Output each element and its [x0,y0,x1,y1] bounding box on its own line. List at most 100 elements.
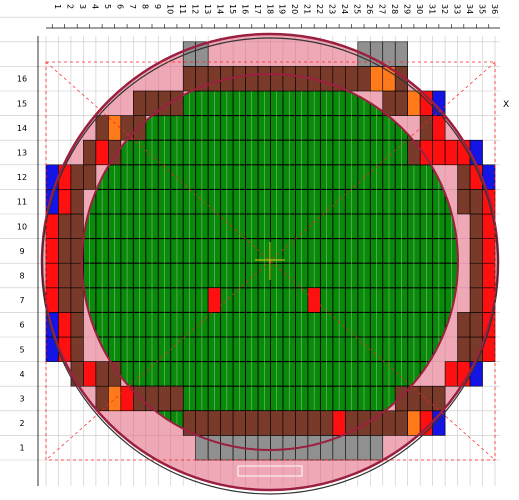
x-tick-label: 32 [440,4,449,14]
die-orange [407,410,421,436]
die-red [45,262,59,289]
die-red [482,238,496,264]
die-edge [469,213,483,239]
die-edge [457,164,471,190]
y-tick-label: 3 [19,395,24,404]
die-gray [270,435,284,461]
die-edge [133,90,147,116]
die-edge [58,238,72,264]
y-tick-label: 14 [17,124,27,133]
y-tick-label: 16 [17,75,27,84]
x-tick-label: 30 [415,4,424,14]
die-edge [407,385,421,412]
die-edge [295,66,309,92]
die-edge [357,66,371,92]
die-edge [70,312,84,338]
die-edge [419,385,433,412]
die-edge [469,312,483,338]
y-tick-label: 12 [17,173,27,182]
die-edge [58,287,72,313]
overlay-layer [40,32,500,495]
die-edge [70,287,84,313]
die-gray [345,435,359,461]
y-tick-label: 7 [19,296,24,305]
x-tick-label: 25 [353,4,362,14]
die-edge [207,66,221,92]
die-gray [369,435,384,461]
x-tick-label: 23 [328,4,337,14]
die-edge [345,66,359,92]
inner-ring [81,73,459,451]
die-edge [70,189,84,215]
die-orange [407,90,421,116]
die-red [432,139,446,166]
die-edge [282,66,296,92]
x-tick-label: 8 [141,4,150,9]
die-edge [432,385,446,412]
die-edge [270,66,284,92]
y-tick-label: 15 [17,99,27,108]
y-tick-label: 1 [19,444,24,453]
die-gray [220,435,234,461]
die-edge [469,287,483,313]
y-tick-label: 2 [19,419,24,428]
x-tick-label: 33 [452,4,461,14]
y-tick-label: 4 [19,370,24,379]
die-red [58,189,72,215]
die-edge [394,410,408,436]
die-edge [157,385,172,412]
die-edge [95,361,109,387]
die-gray [394,41,408,67]
x-tick-label: 6 [116,4,125,9]
y-tick-label: 10 [17,222,27,231]
x-tick-label: 3 [78,4,87,9]
y-tick-label: 8 [19,272,24,281]
x-axis-unit-label: X [503,100,509,110]
die-edge [70,164,84,190]
die-edge [457,312,471,338]
die-red [207,287,221,313]
die-edge [170,385,184,412]
y-tick-label: 13 [17,149,27,158]
wafer-notch [237,465,303,477]
x-tick-label: 11 [178,4,187,14]
die-edge [270,410,284,436]
die-edge [457,189,471,215]
die-gray [382,41,396,67]
die-edge [232,410,246,436]
x-tick-label: 2 [66,4,75,9]
die-red [444,361,458,387]
die-edge [382,410,396,436]
die-edge [182,66,196,92]
die-edge [469,262,483,289]
die-edge [245,410,259,436]
y-tick-label: 6 [19,321,24,330]
x-tick-label: 7 [128,4,137,9]
die-edge [307,410,321,436]
die-edge [170,90,184,116]
reference-frame [45,61,496,461]
x-tick-label: 27 [378,4,387,14]
die-edge [83,164,97,190]
x-tick-label: 12 [190,4,199,14]
die-edge [407,139,421,166]
die-edge [95,115,109,141]
die-edge [58,262,72,289]
die-edge [320,410,334,436]
die-edge [195,410,209,436]
die-edge [469,189,483,215]
x-tick-label: 13 [203,4,212,14]
die-edge [120,115,134,141]
x-tick-label: 28 [390,4,399,14]
die-edge [95,385,109,412]
wafer-shadow-outline [41,37,499,495]
x-tick-label: 1 [53,4,62,9]
axis-layer: 1 2 3 4 5 6 7 8 9 10 11 12 13 14 15 16 17 18 19 20 21 22 23 24 2… [17,4,499,453]
die-edge [394,385,408,412]
die-red [482,262,496,289]
die-edge [394,90,408,116]
die-edge [245,66,259,92]
die-gray [307,435,321,461]
x-tick-label: 18 [265,4,274,14]
